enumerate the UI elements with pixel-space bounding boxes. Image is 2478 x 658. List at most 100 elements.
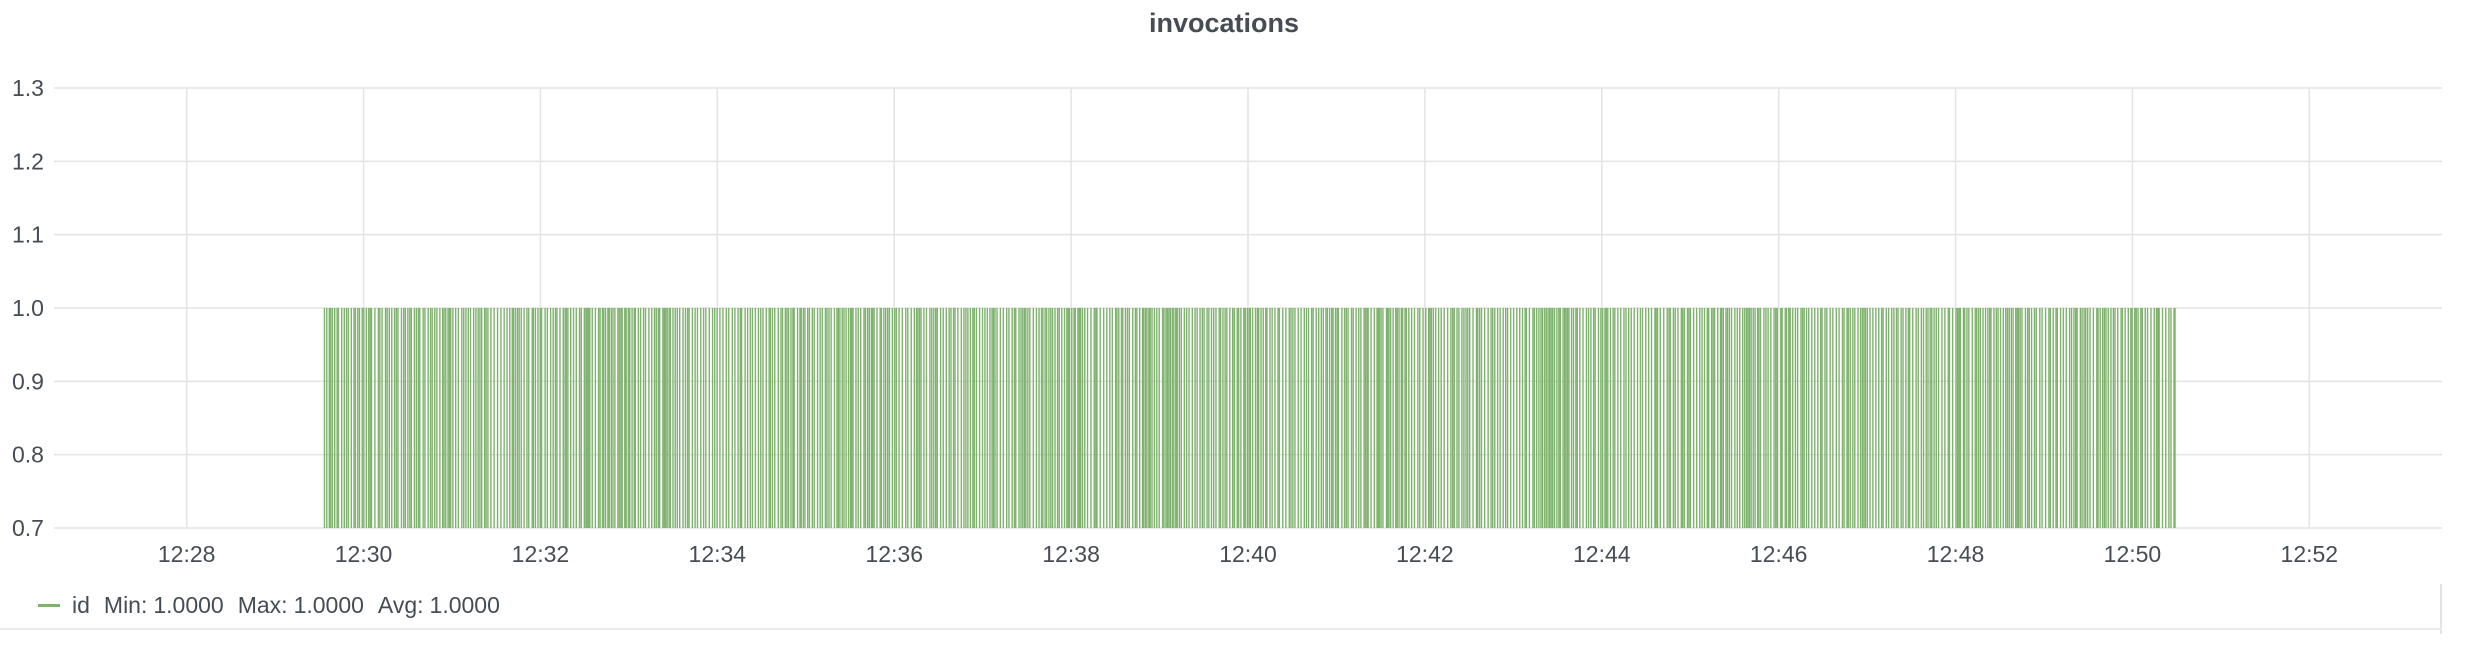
x-tick-label: 12:52 xyxy=(2281,541,2339,567)
series-bar xyxy=(1194,308,1195,528)
series-bar xyxy=(670,308,671,528)
series-bar xyxy=(397,308,398,528)
series-bar xyxy=(585,308,586,528)
series-bar xyxy=(1344,308,1345,528)
series-bar xyxy=(447,308,448,528)
series-bar xyxy=(1811,308,1812,528)
series-bar xyxy=(1850,308,1851,528)
series-bar xyxy=(2039,308,2040,528)
series-bar xyxy=(2096,308,2097,528)
series-bar xyxy=(581,308,582,528)
series-bar xyxy=(385,308,386,528)
series-bar xyxy=(326,308,327,528)
series-bar xyxy=(1860,308,1861,528)
series-bar xyxy=(461,308,462,528)
series-bar xyxy=(513,308,514,528)
series-bar xyxy=(1346,308,1347,528)
x-tick-label: 12:34 xyxy=(689,541,747,567)
series-bar xyxy=(1744,308,1745,528)
series-bar xyxy=(851,308,852,528)
series-bar xyxy=(1425,308,1426,528)
series-bar xyxy=(1260,308,1261,528)
series-bar xyxy=(914,308,915,528)
series-bar xyxy=(1151,308,1152,528)
series-bar xyxy=(750,308,751,528)
series-bar xyxy=(876,308,877,528)
series-bar xyxy=(782,308,783,528)
series-bar xyxy=(931,308,932,528)
series-bar xyxy=(418,308,419,528)
series-bar xyxy=(1461,308,1462,528)
series-bar xyxy=(1054,308,1055,528)
series-bar xyxy=(2005,308,2006,528)
series-bar xyxy=(780,308,781,528)
series-bar xyxy=(2145,308,2146,528)
series-bar xyxy=(1881,308,1882,528)
series-bar xyxy=(963,308,964,528)
series-bar xyxy=(1944,308,1945,528)
series-bar xyxy=(1737,308,1738,528)
series-bar xyxy=(1163,308,1164,528)
legend-scrollbar[interactable] xyxy=(2440,584,2442,634)
series-bar xyxy=(1503,308,1504,528)
series-bar xyxy=(1729,308,1730,528)
series-bar xyxy=(2015,308,2016,528)
series-bar xyxy=(744,308,745,528)
series-bar xyxy=(2080,308,2081,528)
series-bar xyxy=(714,308,715,528)
series-bar xyxy=(1186,308,1187,528)
series-bar xyxy=(1972,308,1973,528)
series-bar xyxy=(1731,308,1732,528)
x-axis-tick-labels: 12:28 12:30 12:32 12:34 12:36 12:38 12:40 12:42… xyxy=(158,541,2338,567)
series-bar xyxy=(1229,308,1230,528)
series-bar xyxy=(1465,308,1466,528)
series-bar xyxy=(370,308,371,528)
series-bar xyxy=(911,308,912,528)
series-bar xyxy=(991,308,992,528)
series-bar xyxy=(330,308,331,528)
series-bar xyxy=(576,308,577,528)
series-bar xyxy=(755,308,756,528)
series-bar xyxy=(1479,308,1480,528)
series-bar xyxy=(1477,308,1478,528)
series-bar xyxy=(1376,308,1377,528)
series-bar xyxy=(1084,308,1085,528)
series-bar xyxy=(1896,308,1897,528)
series-bar xyxy=(772,308,773,528)
series-bar xyxy=(799,308,800,528)
legend-series-name[interactable]: id xyxy=(72,592,90,619)
series-bar xyxy=(1949,308,1950,528)
series-bar xyxy=(1631,308,1632,528)
series-bar xyxy=(1435,308,1436,528)
series-bar xyxy=(371,308,372,528)
series-bar xyxy=(943,308,944,528)
series-bar xyxy=(1516,308,1517,528)
series-bar xyxy=(804,308,805,528)
series-bar xyxy=(1987,308,1988,528)
series-bar xyxy=(2048,308,2049,528)
series-bar xyxy=(946,308,947,528)
series-bar xyxy=(1252,308,1253,528)
series-bar xyxy=(1645,308,1646,528)
series-bar xyxy=(535,308,536,528)
series-bar xyxy=(1052,308,1053,528)
series-bar xyxy=(867,308,868,528)
series-bar xyxy=(470,308,471,528)
series-bar xyxy=(363,308,364,528)
series-bar xyxy=(532,308,533,528)
series-bar xyxy=(1765,308,1766,528)
series-bar xyxy=(1648,308,1649,528)
series-bar xyxy=(452,308,453,528)
series-bar xyxy=(1777,308,1778,528)
y-tick-label: 1.0 xyxy=(12,295,44,321)
series-bar xyxy=(682,308,683,528)
series-bar xyxy=(599,308,600,528)
series-bar xyxy=(1139,308,1140,528)
series-bar xyxy=(2157,308,2158,528)
series-bar xyxy=(1370,308,1371,528)
series-bar xyxy=(1497,308,1498,528)
series-bar xyxy=(1872,308,1873,528)
series-bar xyxy=(1821,308,1822,528)
series-bar xyxy=(766,308,767,528)
series-bar xyxy=(1467,308,1468,528)
